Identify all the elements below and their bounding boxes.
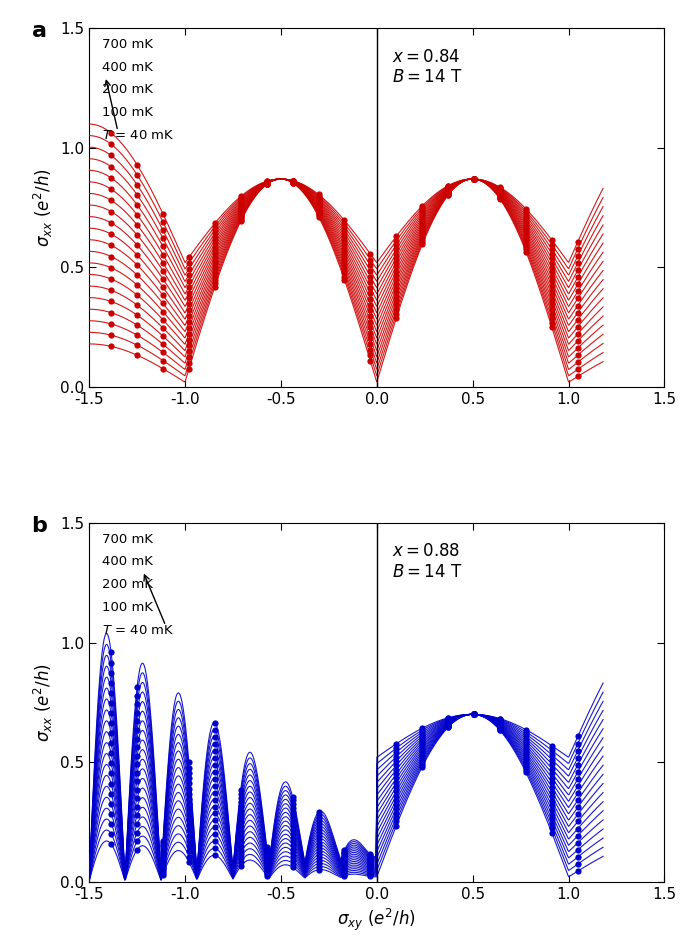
Text: 100 mK: 100 mK [103,601,153,613]
Text: $x = 0.84$
$B = 14$ T: $x = 0.84$ $B = 14$ T [392,47,462,86]
Text: 200 mK: 200 mK [103,83,153,97]
Text: a: a [32,21,47,42]
Text: 400 mK: 400 mK [103,556,153,569]
Text: 400 mK: 400 mK [103,61,153,74]
Text: 700 mK: 700 mK [103,533,153,546]
Text: $x = 0.88$
$B = 14$ T: $x = 0.88$ $B = 14$ T [392,542,462,581]
Text: 100 mK: 100 mK [103,106,153,119]
Text: $T$ = 40 mK: $T$ = 40 mK [103,624,175,636]
X-axis label: $\sigma_{xy}$ ($e^2/h$): $\sigma_{xy}$ ($e^2/h$) [338,907,416,934]
Y-axis label: $\sigma_{xx}$ ($e^2/h$): $\sigma_{xx}$ ($e^2/h$) [32,169,55,247]
Y-axis label: $\sigma_{xx}$ ($e^2/h$): $\sigma_{xx}$ ($e^2/h$) [32,663,55,741]
Text: 700 mK: 700 mK [103,38,153,51]
Text: 200 mK: 200 mK [103,578,153,592]
Text: b: b [32,516,47,536]
Text: $T$ = 40 mK: $T$ = 40 mK [103,129,175,142]
